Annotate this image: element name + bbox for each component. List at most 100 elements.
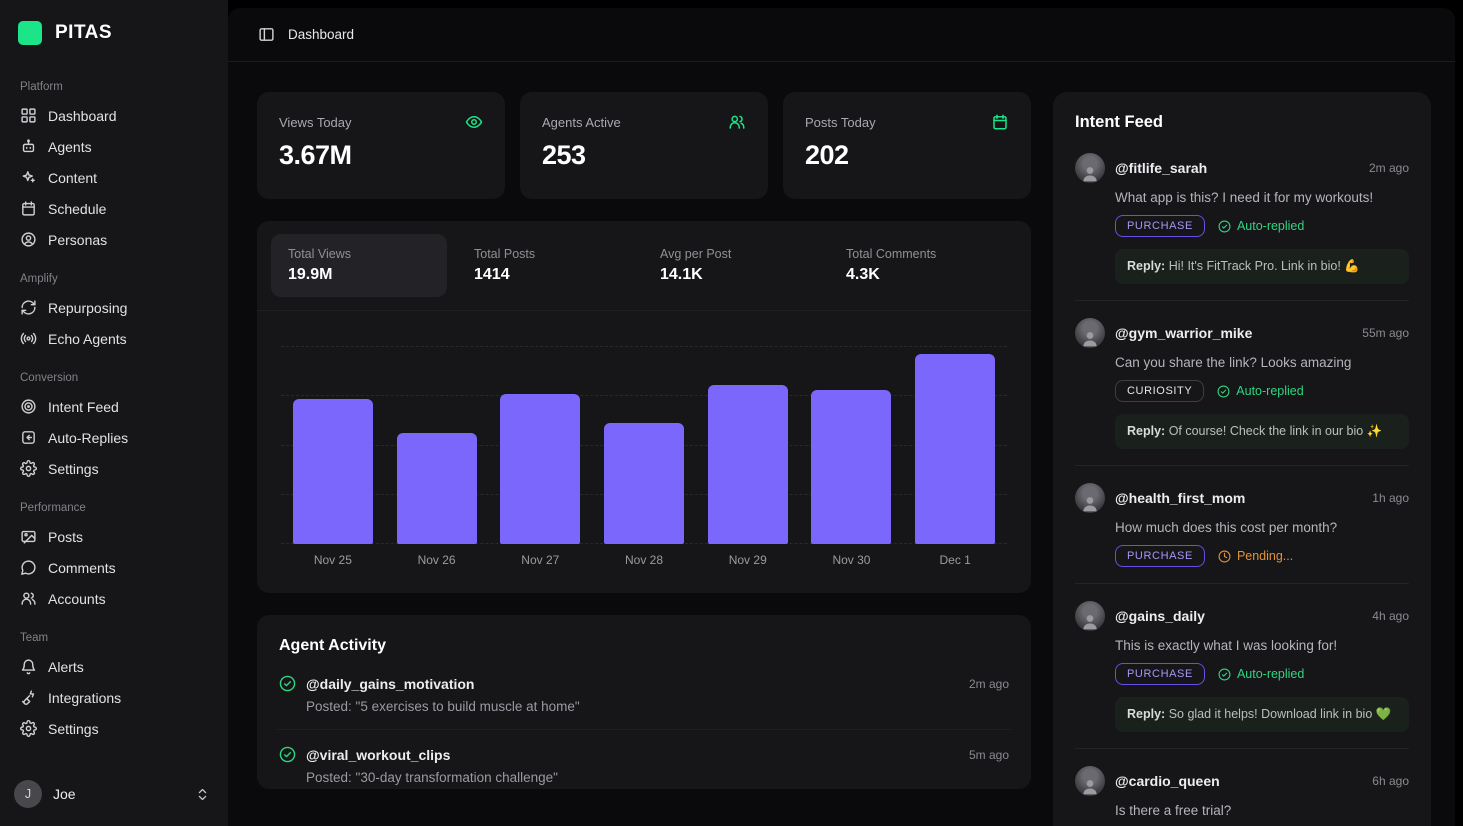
- sidebar-item-comments[interactable]: Comments: [10, 552, 218, 583]
- chart-bar[interactable]: [292, 399, 373, 544]
- feed-handle[interactable]: @gym_warrior_mike: [1115, 325, 1253, 341]
- feed-message: Can you share the link? Looks amazing: [1115, 355, 1352, 370]
- sidebar-item-label: Content: [48, 169, 98, 186]
- sidebar-section: Conversion Intent Feed Auto-Replies Sett…: [10, 366, 218, 484]
- sidebar-section-items: Alerts Integrations Settings: [10, 651, 218, 744]
- chevrons-up-down-icon: [195, 787, 210, 802]
- plug-zap-icon: [20, 689, 37, 706]
- x-tick-label: Dec 1: [939, 553, 971, 567]
- sidebar-item-accounts[interactable]: Accounts: [10, 583, 218, 614]
- divider: [257, 310, 1031, 311]
- feed-time: 55m ago: [1362, 326, 1409, 340]
- user-menu[interactable]: J Joe: [0, 766, 228, 826]
- check-circle-icon: [1218, 668, 1231, 681]
- bell-icon: [20, 658, 37, 675]
- reply-prefix: Reply:: [1127, 259, 1166, 273]
- chart-summary-item[interactable]: Total Views 19.9M: [271, 234, 447, 297]
- agent-activity-list: @daily_gains_motivation 2m ago Posted: "…: [277, 659, 1011, 789]
- sidebar-section-label: Conversion: [20, 372, 79, 384]
- sidebar-item-label: Alerts: [48, 658, 84, 675]
- feed-status: Auto-replied: [1218, 219, 1304, 233]
- sidebar-item-label: Dashboard: [48, 107, 117, 124]
- sidebar-item-echo-agents[interactable]: Echo Agents: [10, 323, 218, 354]
- feed-status-text: Auto-replied: [1236, 667, 1305, 681]
- chart-bar[interactable]: [915, 354, 996, 544]
- summary-label: Total Posts: [474, 247, 536, 261]
- x-tick-label: Nov 25: [313, 553, 352, 567]
- sidebar-item-integrations[interactable]: Integrations: [10, 682, 218, 713]
- calendar-icon: [20, 200, 37, 217]
- sidebar-item-label: Auto-Replies: [48, 429, 129, 446]
- x-tick-label: Nov 27: [521, 553, 560, 567]
- summary-value: 14.1K: [660, 266, 703, 283]
- sidebar-item-settings[interactable]: Settings: [10, 713, 218, 744]
- sidebar-section-label: Performance: [20, 502, 86, 514]
- brand-name: PITAS: [55, 22, 113, 43]
- sidebar-item-posts[interactable]: Posts: [10, 521, 218, 552]
- views-chart-card: Total Views 19.9M Total Posts 1414 Avg p…: [257, 221, 1031, 593]
- activity-handle[interactable]: @viral_workout_clips: [306, 746, 451, 763]
- panel-left-icon[interactable]: [258, 26, 275, 43]
- sidebar: PITAS Platform Dashboard Agents Content …: [0, 0, 228, 826]
- sidebar-item-auto-replies[interactable]: Auto-Replies: [10, 422, 218, 453]
- sidebar-item-repurposing[interactable]: Repurposing: [10, 292, 218, 323]
- agent-activity-title: Agent Activity: [279, 637, 386, 654]
- intent-badge: PURCHASE: [1115, 545, 1205, 567]
- sidebar-item-content[interactable]: Content: [10, 162, 218, 193]
- sidebar-section-items: Repurposing Echo Agents: [10, 292, 218, 354]
- sidebar-item-label: Comments: [48, 559, 116, 576]
- reply-box: Reply: Hi! It's FitTrack Pro. Link in bi…: [1115, 249, 1409, 284]
- sidebar-section-label: Amplify: [20, 273, 58, 285]
- sidebar-item-label: Intent Feed: [48, 398, 119, 415]
- feed-message: Is there a free trial?: [1115, 803, 1232, 818]
- avatar: [1075, 601, 1105, 631]
- reply-square-icon: [20, 429, 37, 446]
- chart-bar[interactable]: [707, 385, 788, 544]
- chart-summary-item[interactable]: Total Comments 4.3K: [829, 234, 1005, 297]
- reply-prefix: Reply:: [1127, 424, 1166, 438]
- check-circle-icon: [1218, 220, 1231, 233]
- chart-bar[interactable]: [604, 423, 685, 544]
- intent-badge: PURCHASE: [1115, 215, 1205, 237]
- stat-value: 253: [542, 140, 586, 170]
- chart-bar[interactable]: [811, 390, 892, 544]
- chart-bar[interactable]: [396, 433, 477, 544]
- bar-chart: [281, 346, 1007, 544]
- chart-summary-item[interactable]: Total Posts 1414: [457, 234, 633, 297]
- sidebar-item-intent-feed[interactable]: Intent Feed: [10, 391, 218, 422]
- stat-card: Posts Today 202: [783, 92, 1031, 199]
- chart-summary-item[interactable]: Avg per Post 14.1K: [643, 234, 819, 297]
- user-circle-icon: [20, 231, 37, 248]
- sidebar-item-agents[interactable]: Agents: [10, 131, 218, 162]
- target-icon: [20, 398, 37, 415]
- feed-handle[interactable]: @cardio_queen: [1115, 773, 1220, 789]
- feed-handle[interactable]: @gains_daily: [1115, 608, 1205, 624]
- sidebar-section-items: Dashboard Agents Content Schedule Person…: [10, 100, 218, 255]
- activity-handle[interactable]: @daily_gains_motivation: [306, 675, 475, 692]
- sidebar-item-label: Accounts: [48, 590, 106, 607]
- stat-value: 202: [805, 140, 849, 170]
- avatar: [1075, 318, 1105, 348]
- sidebar-section-items: Intent Feed Auto-Replies Settings: [10, 391, 218, 484]
- sidebar-item-alerts[interactable]: Alerts: [10, 651, 218, 682]
- brand: PITAS: [0, 0, 228, 55]
- feed-handle[interactable]: @fitlife_sarah: [1115, 160, 1208, 176]
- reply-text: Hi! It's FitTrack Pro. Link in bio! 💪: [1168, 259, 1360, 273]
- sidebar-sections: Platform Dashboard Agents Content Schedu…: [0, 55, 228, 766]
- sidebar-section: Amplify Repurposing Echo Agents: [10, 267, 218, 354]
- users-icon: [728, 113, 746, 131]
- sidebar-item-personas[interactable]: Personas: [10, 224, 218, 255]
- intent-feed-item: @fitlife_sarah 2m ago What app is this? …: [1075, 136, 1409, 301]
- intent-feed-card: Intent Feed @fitlife_sarah 2m ago What a…: [1053, 92, 1431, 826]
- sidebar-item-schedule[interactable]: Schedule: [10, 193, 218, 224]
- feed-status: Pending...: [1218, 549, 1293, 563]
- sidebar-item-settings[interactable]: Settings: [10, 453, 218, 484]
- sidebar-item-dashboard[interactable]: Dashboard: [10, 100, 218, 131]
- feed-handle[interactable]: @health_first_mom: [1115, 490, 1246, 506]
- eye-icon: [465, 113, 483, 131]
- check-circle-icon: [279, 746, 296, 763]
- x-axis-labels: Nov 25 Nov 26 Nov 27 Nov 28 Nov 29 Nov 30 Dec …: [281, 553, 1007, 567]
- intent-feed-item: @health_first_mom 1h ago How much does t…: [1075, 466, 1409, 584]
- chart-bar[interactable]: [500, 394, 581, 544]
- sidebar-item-label: Echo Agents: [48, 330, 127, 347]
